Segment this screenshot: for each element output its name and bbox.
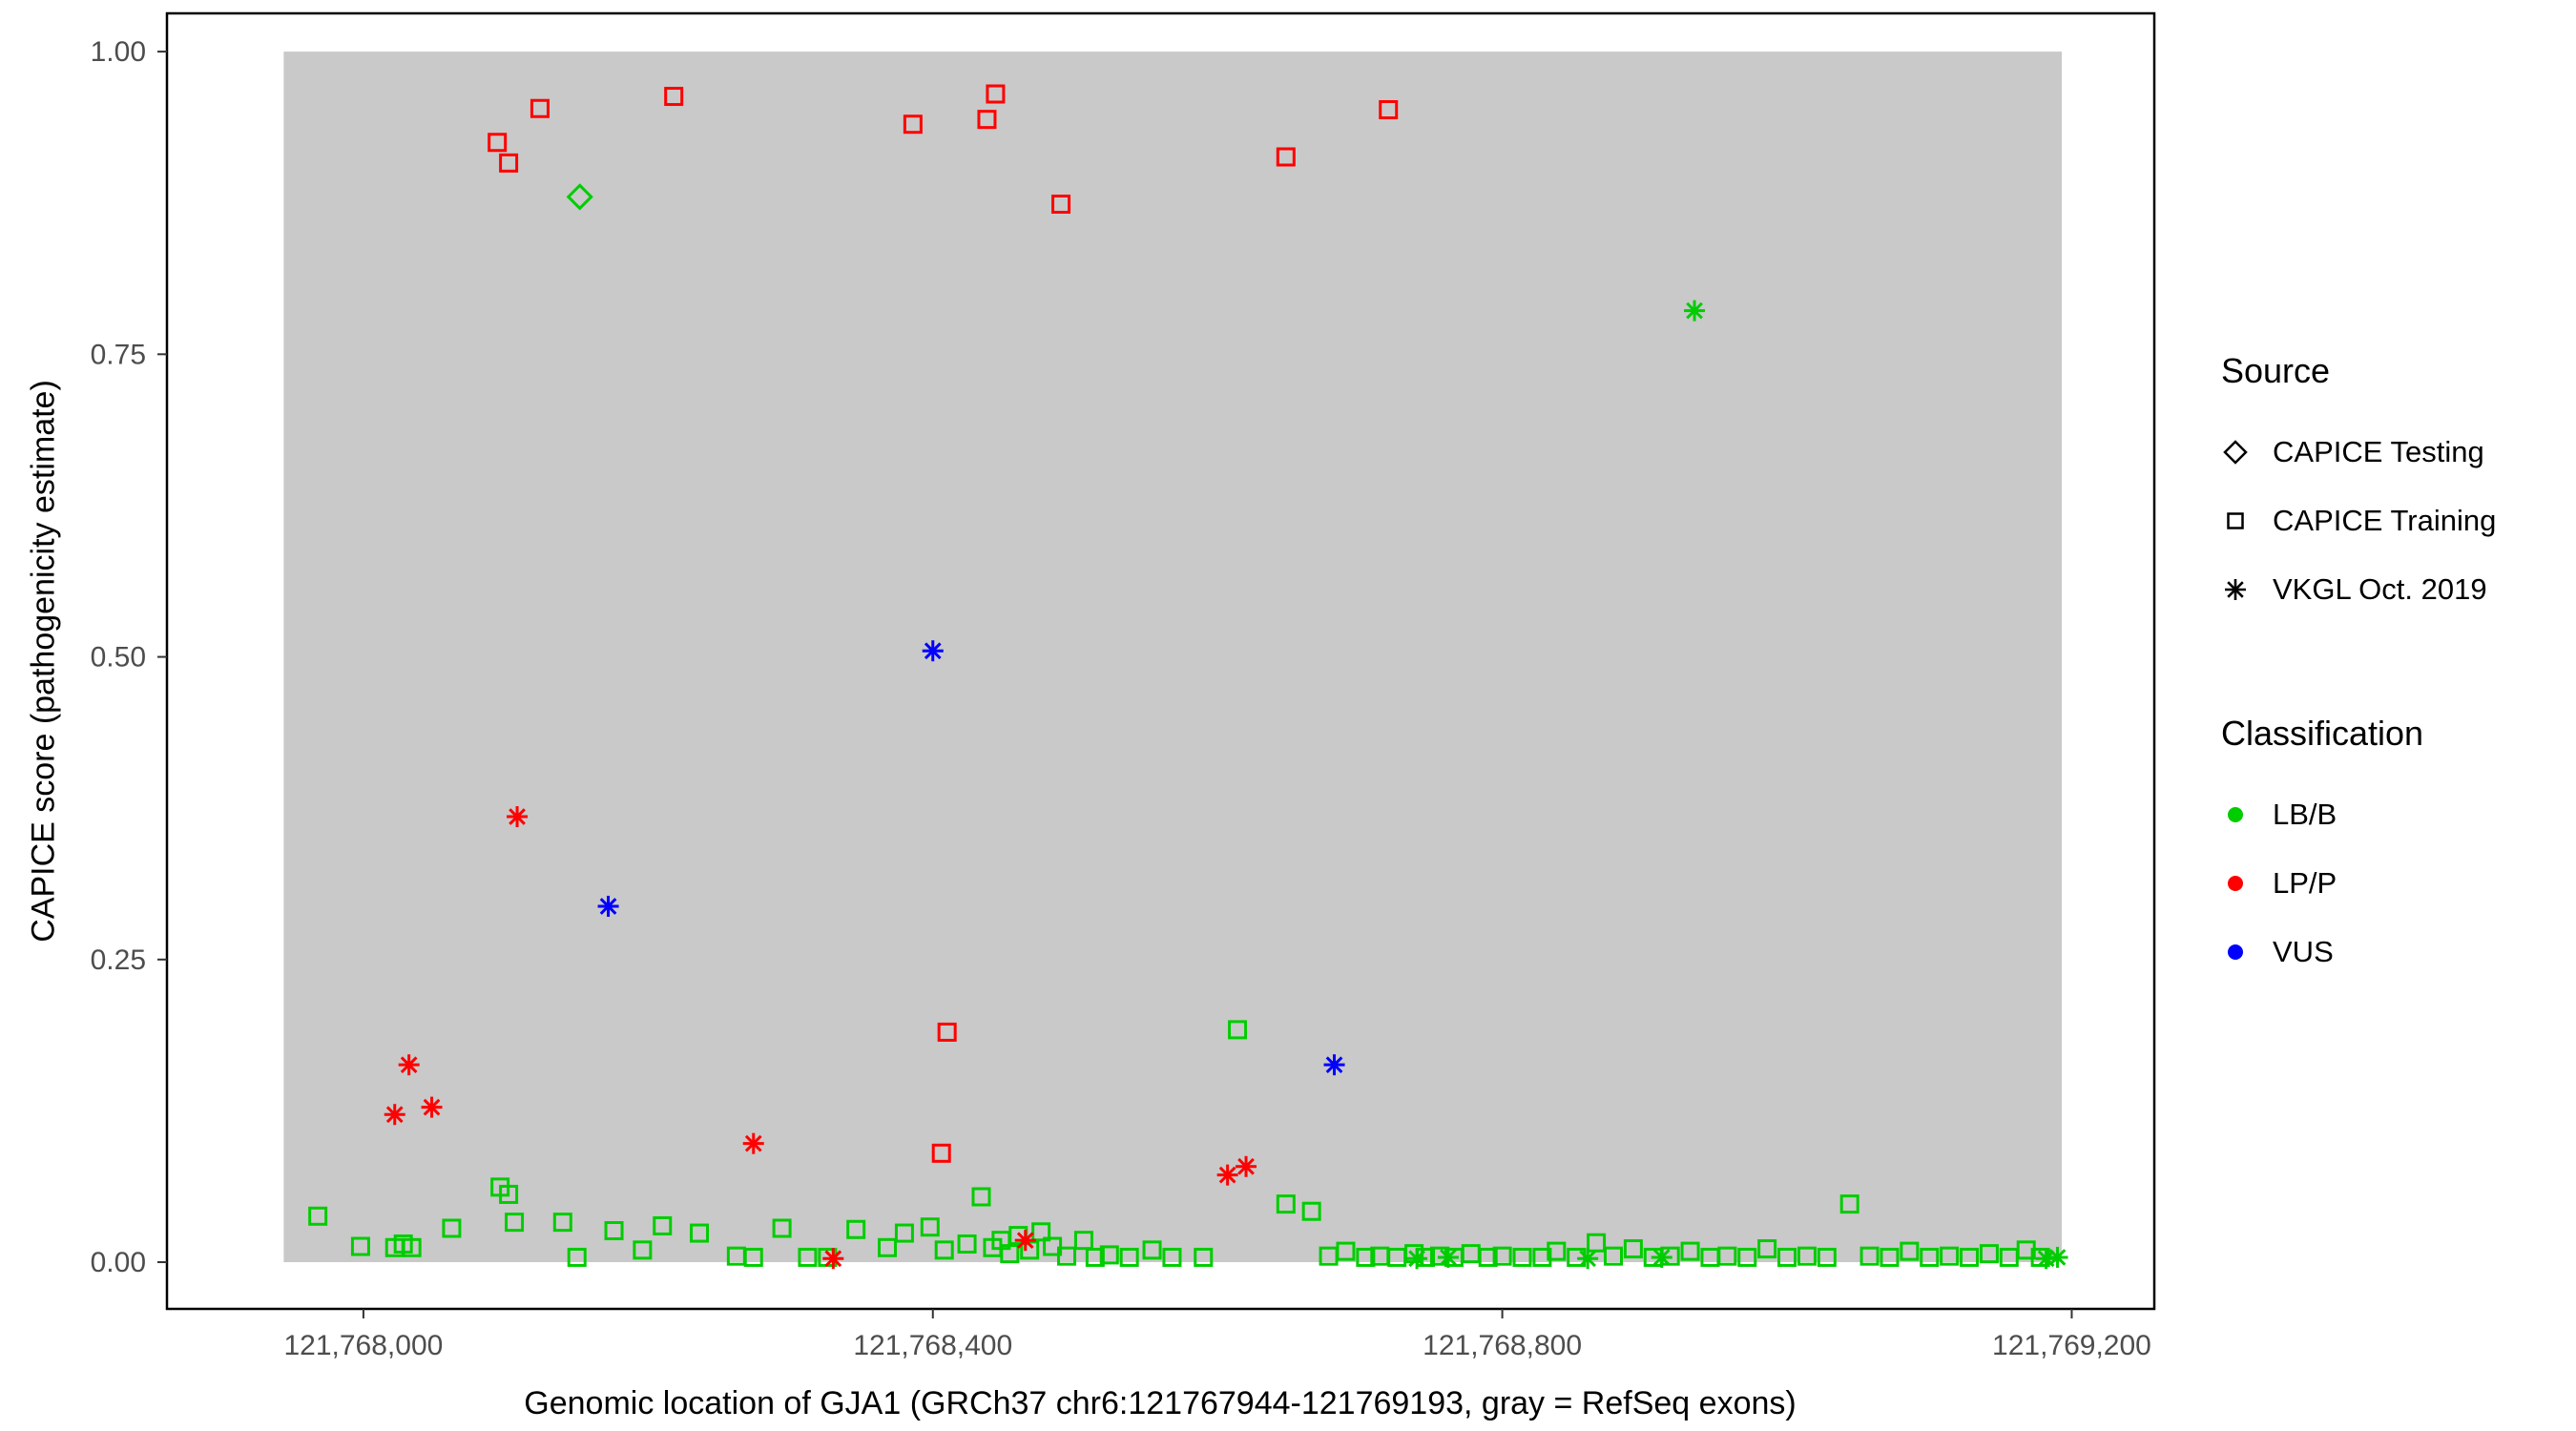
svg-text:0.50: 0.50 [91, 642, 146, 674]
legend-label: LB/B [2273, 798, 2337, 831]
series-diamond [566, 183, 593, 211]
svg-text:1.00: 1.00 [91, 36, 146, 68]
legend-label: VUS [2273, 935, 2334, 968]
legend-label: CAPICE Testing [2273, 435, 2484, 468]
svg-text:0.25: 0.25 [91, 944, 146, 976]
svg-text:121,768,400: 121,768,400 [853, 1330, 1012, 1361]
svg-text:0.00: 0.00 [91, 1247, 146, 1278]
blue-dot-icon [2221, 938, 2257, 966]
y-axis-title: CAPICE score (pathogenicity estimate) [25, 380, 62, 943]
legend-label: CAPICE Training [2273, 504, 2497, 537]
svg-text:121,769,200: 121,769,200 [1992, 1330, 2151, 1361]
y-axis-ticks: 0.00 0.25 0.50 0.75 1.00 [91, 36, 167, 1278]
legend-source-title: Source [2221, 351, 2331, 390]
legend-item-capice-testing: CAPICE Testing [2221, 418, 2496, 487]
asterisk-marker-icon [2221, 575, 2257, 604]
legend-item-capice-training: CAPICE Training [2221, 487, 2496, 555]
red-dot-icon [2221, 869, 2257, 898]
legend-item-lbb: LB/B [2221, 780, 2496, 849]
legend-section-source: Source CAPICE Testing CAPICE Training [2221, 351, 2496, 624]
legend: Source CAPICE Testing CAPICE Training [2221, 351, 2496, 986]
legend-classification-title: Classification [2221, 714, 2424, 753]
square-marker-icon [2221, 507, 2257, 535]
series-asterisk [384, 300, 2068, 1270]
refseq-exon-region [283, 52, 2063, 1263]
legend-label: LP/P [2273, 866, 2337, 900]
svg-text:121,768,800: 121,768,800 [1423, 1330, 1582, 1361]
svg-text:121,768,000: 121,768,000 [283, 1330, 443, 1361]
legend-item-vkgl: VKGL Oct. 2019 [2221, 555, 2496, 624]
series-square [308, 84, 2050, 1267]
diamond-marker-icon [2221, 438, 2257, 467]
x-axis-ticks: 121,768,000 121,768,400 121,768,800 121,769… [283, 1309, 2151, 1361]
panel-border [165, 11, 2156, 1311]
legend-section-classification: Classification LB/B LP/P [2221, 714, 2496, 986]
legend-item-vus: VUS [2221, 918, 2496, 986]
x-axis-title: Genomic location of GJA1 (GRCh37 chr6:12… [524, 1385, 1797, 1421]
legend-item-lpp: LP/P [2221, 849, 2496, 918]
green-dot-icon [2221, 800, 2257, 829]
svg-text:0.75: 0.75 [91, 339, 146, 370]
legend-label: VKGL Oct. 2019 [2273, 572, 2487, 606]
